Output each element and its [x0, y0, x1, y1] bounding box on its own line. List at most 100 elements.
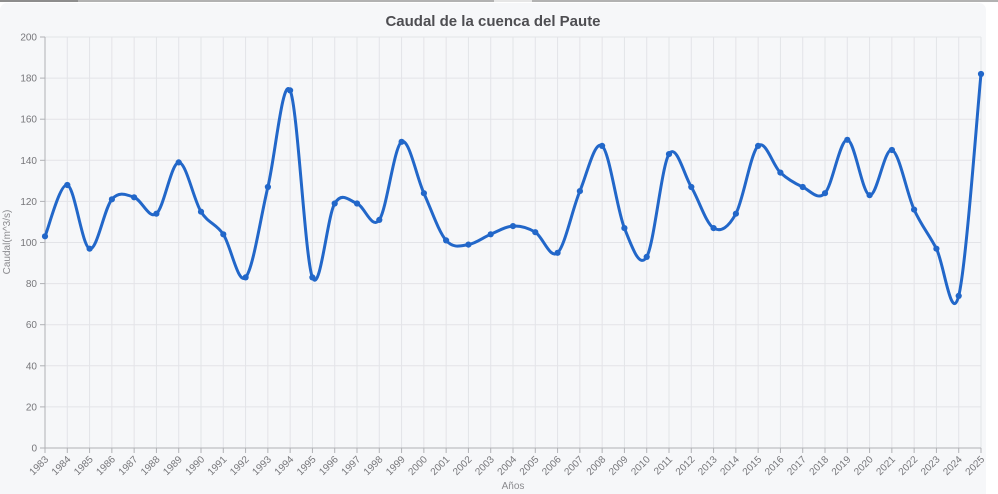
data-point-1984[interactable] — [64, 181, 71, 189]
x-tick-label: 2019 — [830, 454, 854, 478]
data-point-2023[interactable] — [933, 245, 940, 252]
x-tick-label: 2015 — [741, 454, 765, 478]
x-tick-label: 1986 — [94, 454, 118, 478]
window-top-edge — [0, 0, 998, 2]
x-tick-label: 2002 — [451, 454, 475, 478]
y-tick-label: 0 — [31, 444, 37, 455]
x-tick-label: 2012 — [674, 454, 698, 478]
x-tick-label: 1997 — [340, 454, 364, 478]
x-tick-label: 2023 — [919, 454, 943, 478]
data-point-2012[interactable] — [688, 183, 695, 191]
data-point-1994[interactable] — [287, 87, 294, 94]
data-point-2009[interactable] — [621, 225, 628, 232]
data-point-2000[interactable] — [420, 190, 427, 197]
data-point-1985[interactable] — [86, 245, 93, 252]
data-point-1992[interactable] — [242, 274, 249, 281]
data-point-2004[interactable] — [509, 223, 517, 230]
x-tick-label: 1989 — [161, 454, 185, 478]
data-point-2022[interactable] — [911, 206, 918, 213]
y-tick-label: 100 — [20, 238, 37, 249]
x-tick-label: 2014 — [718, 454, 742, 478]
x-tick-label: 2021 — [874, 454, 898, 478]
data-point-1988[interactable] — [153, 210, 160, 217]
data-point-1991[interactable] — [220, 231, 227, 238]
data-point-2016[interactable] — [777, 169, 784, 176]
x-tick-label: 2003 — [473, 454, 497, 478]
y-axis-title: Caudal(m^3/s) — [2, 210, 13, 275]
data-point-1993[interactable] — [264, 183, 271, 191]
data-point-2015[interactable] — [755, 142, 762, 149]
x-tick-label: 2018 — [808, 454, 832, 478]
x-tick-label: 1995 — [295, 454, 319, 478]
x-tick-label: 1993 — [250, 454, 274, 478]
x-tick-label: 2000 — [406, 454, 430, 478]
x-tick-label: 2008 — [585, 454, 609, 478]
data-point-2008[interactable] — [599, 142, 606, 149]
x-axis-title: Años — [502, 481, 525, 492]
x-tick-label: 2001 — [429, 454, 453, 478]
x-tick-label: 1999 — [384, 454, 408, 478]
y-tick-label: 120 — [20, 197, 37, 208]
x-tick-label: 1983 — [28, 454, 52, 478]
data-point-2020[interactable] — [866, 192, 873, 199]
data-point-1990[interactable] — [197, 208, 205, 215]
data-point-1983[interactable] — [41, 233, 49, 240]
x-tick-label: 1985 — [72, 454, 96, 478]
data-point-2003[interactable] — [487, 231, 494, 238]
x-tick-label: 1984 — [50, 454, 74, 478]
y-tick-label: 40 — [26, 361, 38, 372]
data-point-2007[interactable] — [576, 188, 584, 195]
x-tick-label: 1988 — [139, 454, 163, 478]
x-tick-label: 2009 — [607, 454, 631, 478]
x-tick-label: 2025 — [964, 454, 988, 478]
x-tick-label: 1992 — [228, 454, 252, 478]
chart-card: Caudal de la cuenca del Paute — [0, 3, 986, 494]
x-tick-label: 2022 — [897, 454, 921, 478]
y-tick-label: 60 — [26, 320, 38, 331]
y-tick-label: 20 — [26, 402, 38, 413]
data-point-2019[interactable] — [844, 136, 851, 143]
data-point-2001[interactable] — [443, 237, 450, 244]
x-tick-label: 2024 — [941, 454, 965, 478]
x-tick-label: 2005 — [518, 454, 542, 478]
x-tick-label: 2020 — [852, 454, 876, 478]
data-point-2021[interactable] — [888, 146, 896, 154]
x-tick-label: 1994 — [273, 454, 297, 478]
data-point-1986[interactable] — [108, 196, 115, 203]
y-tick-label: 80 — [26, 279, 38, 290]
data-point-2014[interactable] — [732, 210, 740, 217]
x-tick-label: 1987 — [117, 454, 141, 478]
data-point-2013[interactable] — [710, 225, 717, 232]
data-point-2024[interactable] — [955, 292, 962, 299]
x-tick-label: 2007 — [562, 454, 586, 478]
x-tick-label: 2010 — [629, 454, 653, 478]
data-point-1995[interactable] — [309, 274, 316, 281]
x-tick-label: 2016 — [763, 454, 787, 478]
data-point-1989[interactable] — [175, 159, 182, 166]
x-tick-label: 2011 — [652, 454, 675, 477]
data-point-1999[interactable] — [398, 138, 405, 145]
data-point-1997[interactable] — [353, 200, 361, 207]
data-point-2025[interactable] — [977, 70, 985, 78]
y-tick-label: 180 — [20, 74, 37, 85]
data-point-2017[interactable] — [799, 183, 806, 191]
x-tick-label: 2006 — [540, 454, 564, 478]
y-tick-label: 200 — [20, 33, 37, 44]
data-point-2010[interactable] — [643, 253, 650, 260]
data-point-2011[interactable] — [665, 151, 673, 158]
x-tick-label: 1991 — [206, 454, 230, 478]
data-point-2018[interactable] — [821, 190, 829, 197]
data-point-2005[interactable] — [532, 229, 539, 236]
data-point-2002[interactable] — [465, 241, 472, 248]
y-tick-label: 140 — [20, 156, 37, 167]
data-point-2006[interactable] — [554, 249, 561, 256]
data-point-1987[interactable] — [131, 194, 138, 201]
x-tick-label: 1998 — [362, 454, 386, 478]
x-tick-label: 2013 — [696, 454, 720, 478]
data-point-1998[interactable] — [376, 216, 383, 223]
data-point-1996[interactable] — [331, 200, 338, 207]
x-tick-label: 1996 — [317, 454, 341, 478]
x-tick-label: 2017 — [785, 454, 809, 478]
